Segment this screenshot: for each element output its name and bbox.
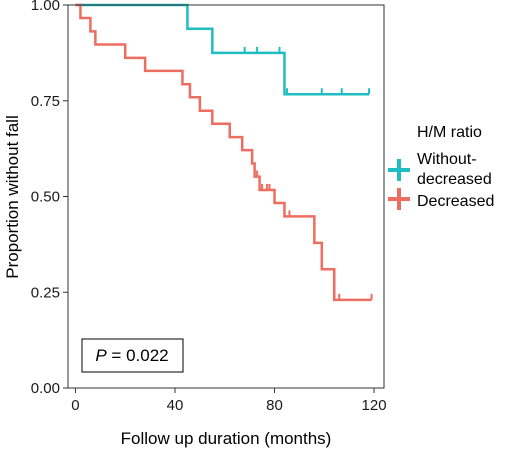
p-value-frame bbox=[81, 338, 184, 373]
series-line-decreased bbox=[75, 3, 372, 302]
p-value-text: P = 0.022 bbox=[95, 346, 168, 365]
legend-label-decreased: Decreased bbox=[417, 193, 494, 210]
legend-key-without-decreased bbox=[388, 159, 410, 181]
p-value-number: = 0.022 bbox=[107, 346, 169, 365]
legend-label-without-decreased-line2: decreased bbox=[417, 171, 492, 188]
y-tick-label: 1.00 bbox=[31, 0, 60, 14]
x-axis-title: Follow up duration (months) bbox=[121, 429, 332, 448]
series-line-without-decreased bbox=[75, 3, 370, 96]
y-tick-label: 0.75 bbox=[31, 93, 60, 110]
legend-title: H/M ratio bbox=[417, 124, 482, 141]
x-tick-label: 0 bbox=[71, 397, 79, 414]
legend-label-without-decreased-line1: Without- bbox=[417, 151, 477, 168]
x-tick-label: 40 bbox=[167, 397, 184, 414]
x-tick-label: 120 bbox=[362, 397, 387, 414]
axis-ticks: 0 40 80 120 0.00 0.25 0.50 0.75 1.00 bbox=[31, 0, 387, 414]
survival-curves bbox=[75, 3, 373, 302]
p-value-symbol: P bbox=[95, 346, 107, 365]
p-value-box: P = 0.022 bbox=[81, 338, 184, 373]
legend: H/M ratio Without- decreased Decreased bbox=[388, 124, 494, 210]
y-tick-label: 0.25 bbox=[31, 284, 60, 301]
y-tick-label: 0.00 bbox=[31, 380, 60, 397]
y-tick-label: 0.50 bbox=[31, 189, 60, 206]
legend-key-decreased bbox=[388, 188, 410, 210]
x-tick-label: 80 bbox=[266, 397, 283, 414]
y-axis-title: Proportion without fall bbox=[3, 115, 22, 278]
